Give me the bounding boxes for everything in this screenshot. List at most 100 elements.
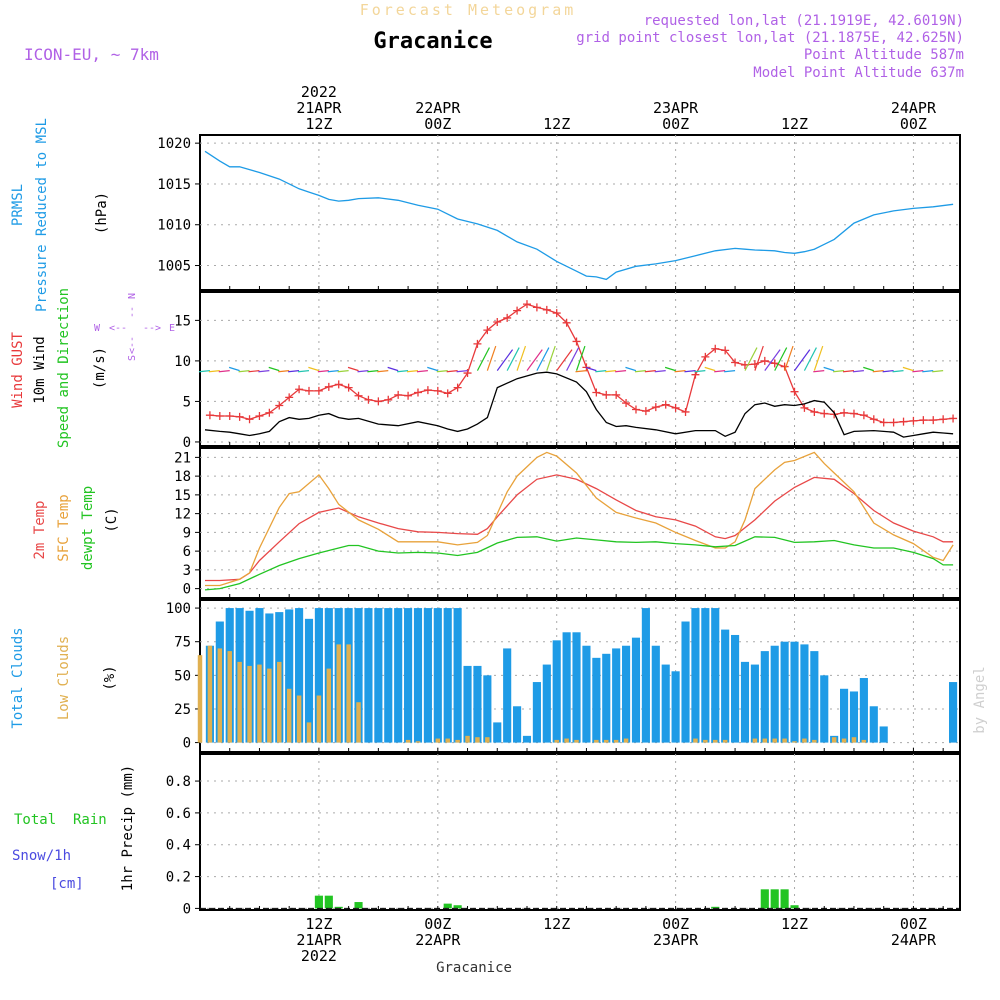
wind-direction-arrow: [337, 370, 349, 373]
gust-marker: [810, 407, 819, 416]
gust-marker: [711, 344, 720, 353]
wind-direction-arrow: [238, 370, 250, 373]
clouds-bar: [949, 682, 958, 743]
temp-dew-label: dewpt Temp: [80, 486, 96, 570]
clouds-bar: [207, 645, 213, 743]
wind-direction-arrow: [842, 370, 855, 373]
clouds-bar: [513, 706, 522, 743]
clouds-bar: [782, 738, 787, 743]
clouds-bar: [485, 737, 490, 743]
clouds-bar: [423, 608, 432, 743]
clouds-bar: [851, 737, 857, 743]
clouds-bar: [296, 695, 302, 743]
clouds-bar: [602, 653, 611, 743]
plot-area: 1005101010151020051015036912151821025507…: [157, 83, 961, 965]
wind-direction-arrow: [278, 370, 290, 373]
gust-marker: [364, 395, 373, 404]
clouds-bar: [812, 739, 817, 743]
clouds-bar: [306, 722, 312, 743]
wind-direction-arrow: [823, 366, 835, 372]
wind-rose-s-line: <--: [127, 336, 138, 354]
gust-marker: [265, 408, 274, 417]
temp-ytick-label: 18: [174, 469, 191, 485]
precip-bar: [790, 905, 799, 909]
clouds-bar: [346, 644, 351, 743]
precip-bar: [453, 905, 462, 909]
clouds-bar: [197, 655, 203, 743]
gust-marker: [413, 388, 422, 397]
wind-ytick-label: 10: [174, 354, 191, 370]
clouds-bar: [374, 608, 383, 743]
bottom-time-label: 00Z: [662, 915, 689, 933]
wind-direction-arrow: [575, 370, 587, 373]
clouds-bar: [356, 702, 361, 743]
wind-direction-arrow: [536, 347, 550, 371]
clouds-bar: [532, 682, 541, 743]
clouds-bar: [859, 678, 868, 743]
bottom-time-label: 12Z: [305, 915, 332, 933]
wind-direction-arrow: [595, 370, 607, 373]
wind-direction-arrow: [427, 366, 438, 372]
bottom-time-label: 12Z: [781, 915, 808, 933]
clouds-bar: [483, 675, 492, 743]
clouds-bar: [810, 651, 819, 743]
pressure-ytick-label: 1015: [157, 177, 191, 193]
clouds-bar: [612, 648, 621, 743]
clouds-bar: [415, 741, 421, 743]
clouds-bar: [840, 688, 849, 743]
clouds-bar: [433, 608, 442, 743]
wind-direction-arrow: [644, 370, 656, 373]
wind-direction-arrow: [784, 345, 794, 371]
pressure-label-1: PRMSL: [10, 184, 26, 226]
clouds-bar: [623, 738, 629, 743]
clouds-bar: [394, 608, 403, 743]
clouds-bar: [247, 665, 252, 743]
clouds-bar: [493, 722, 502, 743]
clouds-bar: [295, 608, 304, 743]
clouds-bar: [721, 629, 730, 743]
clouds-bar: [562, 632, 571, 743]
precip-ytick-label: 0.2: [166, 870, 191, 886]
precip-ytick-label: 0.4: [166, 838, 191, 854]
temp-ytick-label: 3: [183, 563, 191, 579]
bottom-time-label: 23APR: [653, 931, 699, 949]
bottom-time-label: 2022: [301, 947, 337, 965]
clouds-bar: [631, 637, 641, 743]
wind-direction-arrow: [516, 345, 527, 371]
clouds-bar: [641, 608, 650, 743]
clouds-bar: [740, 661, 750, 743]
gust-marker: [731, 358, 740, 367]
precip-snow-unit: [cm]: [50, 876, 84, 892]
top-time-label: 22APR: [415, 99, 461, 117]
wind-direction-arrow: [764, 349, 781, 371]
wind-direction-arrow: [268, 366, 280, 372]
clouds-bar: [443, 608, 452, 743]
clouds-bar: [404, 608, 413, 743]
gust-marker: [503, 313, 512, 322]
wind-direction-arrow: [476, 347, 490, 371]
pressure-series-line: [204, 150, 954, 281]
clouds-panel: 0 25 50 75 100: [166, 599, 961, 753]
pressure-ytick-label: 1020: [157, 136, 191, 152]
clouds-bar: [574, 739, 579, 743]
bottom-time-label: 21APR: [296, 931, 342, 949]
gust-marker: [949, 414, 958, 423]
wind-direction-arrow: [486, 345, 497, 371]
gust-marker: [443, 389, 452, 398]
wind-direction-arrow: [902, 366, 914, 372]
top-time-label: 23APR: [653, 99, 699, 117]
temp-labels: 2m Temp SFC Temp dewpt Temp (C): [32, 486, 120, 570]
gust-marker: [374, 397, 383, 406]
wind-direction-arrow: [813, 345, 824, 371]
clouds-bar: [701, 608, 710, 743]
gust-marker: [205, 411, 214, 420]
temp-ytick-label: 21: [174, 450, 191, 466]
clouds-bar: [661, 664, 670, 743]
wind-direction-arrow: [654, 370, 666, 373]
temp-ytick-label: 9: [183, 525, 191, 541]
clouds-bar: [267, 668, 272, 743]
clouds-bar: [613, 739, 619, 743]
temp-ytick-label: 12: [174, 507, 191, 523]
wind-series-line: [204, 371, 954, 438]
gust-marker: [770, 359, 779, 368]
